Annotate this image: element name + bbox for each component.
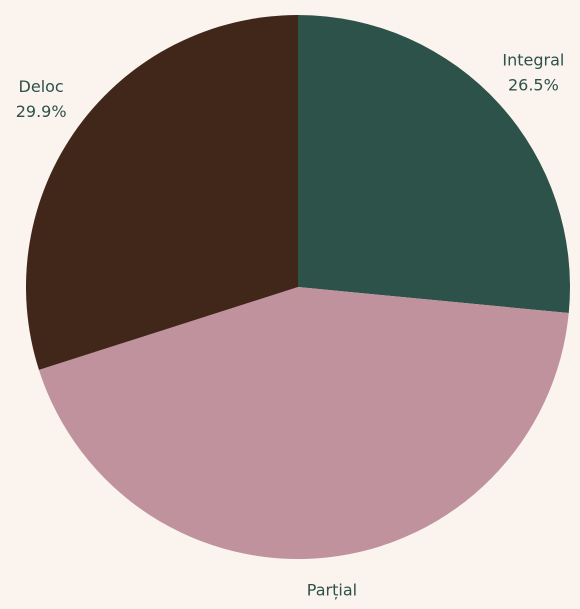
slice-value-label: 43.5% [307, 606, 358, 609]
slice-value-label: 26.5% [508, 76, 559, 95]
pie-slice [25, 15, 299, 370]
slice-label: Integral [502, 51, 564, 70]
pie-slice [38, 287, 569, 560]
pie-slice [298, 15, 570, 314]
slice-value-label: 29.9% [16, 102, 67, 121]
slice-label: Deloc [19, 77, 64, 96]
slice-label: Parțial [307, 581, 357, 600]
